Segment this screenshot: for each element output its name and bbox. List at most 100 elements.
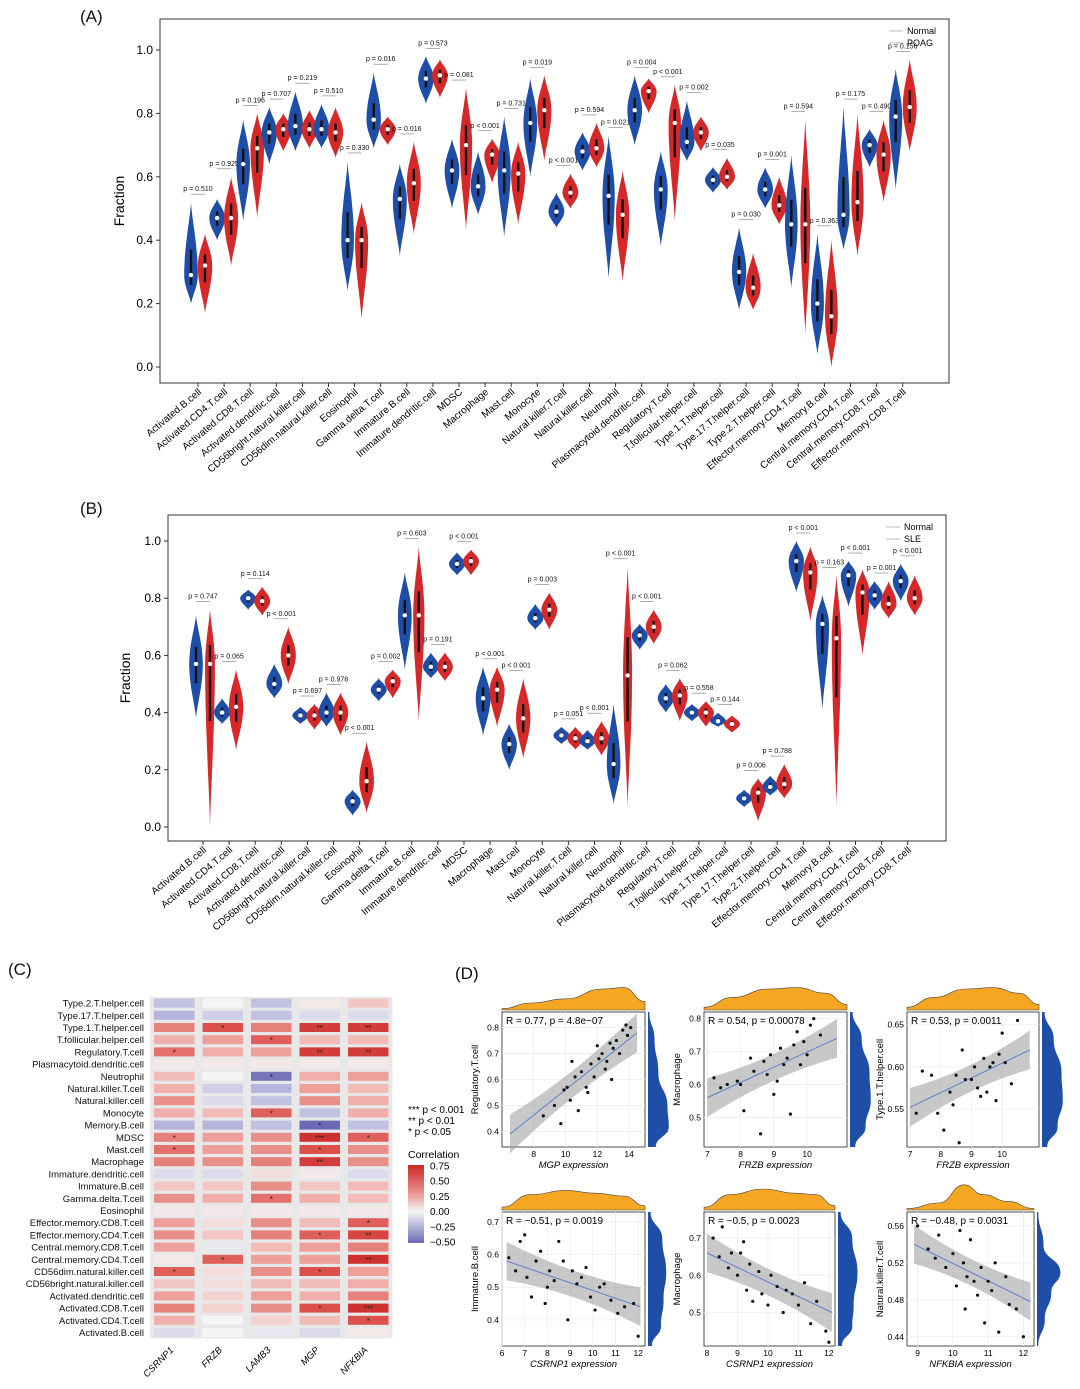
scatter-ylabel-5: Macrophage [672, 1253, 683, 1306]
right-density-2 [850, 1012, 871, 1147]
heatmap-cell [154, 1254, 195, 1264]
median-disease-15 [573, 736, 578, 741]
y-tick-label: 0.6 [689, 1079, 701, 1089]
scatter-point [752, 1069, 756, 1073]
median-normal-16 [585, 739, 590, 744]
median-disease-16 [594, 146, 599, 151]
median-normal-21 [715, 718, 721, 724]
panel-label-c: (C) [8, 960, 32, 979]
scatter-point [595, 1044, 599, 1048]
median-disease-23 [777, 203, 782, 208]
median-normal-14 [533, 616, 538, 621]
heatmap-cell [202, 1291, 243, 1301]
pvalue-label-23: p = 0.788 [763, 748, 792, 755]
scatter-point [963, 1077, 967, 1082]
median-disease-19 [677, 693, 682, 698]
heatmap-row-label-23: CD56dim.natural.killer.cell [34, 1267, 144, 1278]
x-tick-label: 8 [531, 1149, 536, 1159]
median-disease-14 [547, 607, 552, 612]
median-disease-5 [312, 713, 317, 718]
significance-star: * [367, 1134, 370, 1143]
scatter-stats-5: R = −0.5, p = 0.0023 [708, 1216, 800, 1227]
median-disease-18 [646, 89, 651, 94]
scatter-xlabel-5: CSRNP1 expression [726, 1359, 813, 1370]
median-disease-10 [437, 73, 443, 78]
scatter-point [983, 1321, 987, 1325]
scatter-point [562, 1088, 566, 1092]
scatter-ylabel-4: Immature.B.cell [470, 1246, 481, 1312]
significance-star: ** [317, 1024, 323, 1033]
box-normal-19 [659, 176, 662, 210]
heatmap-cell [299, 1254, 340, 1264]
heatmap-cell [299, 998, 340, 1008]
pvalue-label-13: p = 0.731 [497, 101, 526, 108]
scatter-point [570, 1059, 574, 1063]
heatmap-cell [202, 1023, 243, 1032]
scatter-ylabel-3: Type.1.T.helper.cell [875, 1039, 886, 1120]
pvalue-label-8: p = 0.002 [371, 654, 400, 661]
heatmap-cell [202, 1120, 243, 1130]
scatter-point [534, 1259, 538, 1263]
median-normal-8 [376, 687, 381, 692]
median-disease-5 [307, 127, 312, 132]
heatmap-cell [251, 1315, 292, 1325]
scatter-point [809, 1322, 813, 1326]
heatmap-cell [154, 1193, 195, 1203]
pvalue-label-12: p < 0.001 [475, 651, 504, 658]
box-disease-14 [543, 98, 546, 128]
scatter-point [735, 1079, 739, 1083]
pvalue-label-9: p = 0.603 [397, 531, 426, 538]
heatmap-cell [154, 1108, 195, 1118]
scatter-point [979, 1094, 983, 1098]
pvalue-label-25: p = 0.163 [815, 559, 844, 566]
scatter-point [561, 1259, 565, 1263]
pvalue-label-1: p = 0.510 [183, 186, 212, 193]
median-disease-2 [233, 704, 239, 710]
median-disease-22 [750, 285, 756, 290]
median-normal-25 [815, 301, 820, 306]
median-normal-3 [241, 161, 246, 167]
significance-star: * [270, 1109, 273, 1118]
heatmap-cell [299, 1010, 340, 1020]
heatmap-cell [154, 998, 195, 1008]
heatmap-cell [154, 1132, 195, 1142]
box-normal-13 [503, 151, 506, 194]
median-normal-11 [454, 561, 460, 567]
scatter-point [785, 1056, 789, 1060]
median-normal-11 [449, 168, 455, 173]
scatter-point [584, 1265, 588, 1270]
scatter-point [636, 1334, 640, 1338]
x-tick-label: 10 [561, 1149, 571, 1159]
heatmap-row-label-19: Effector.memory.CD8.T.cell [30, 1218, 144, 1229]
scatter-point [548, 1269, 552, 1273]
scatter-point [990, 1288, 994, 1293]
y-tick-label: 0.44 [887, 1332, 904, 1342]
heatmap-row-label-28: Activated.B.cell [79, 1328, 144, 1339]
scatter-point [958, 1228, 962, 1233]
heatmap-cell [348, 1047, 389, 1057]
box-disease-9 [417, 591, 420, 653]
significance-star: * [173, 1134, 176, 1143]
scatter-point [632, 1301, 636, 1306]
box-disease-7 [360, 226, 363, 268]
scatter-point [593, 1308, 597, 1312]
pvalue-label-26: p < 0.001 [841, 545, 870, 552]
heatmap-cell [251, 1059, 292, 1069]
scatter-point [920, 1069, 924, 1073]
box-disease-3 [256, 136, 259, 173]
legend-disease: SLE [904, 534, 921, 544]
regression-line-3 [909, 1049, 1031, 1108]
pvalue-label-10: p = 0.191 [423, 637, 452, 644]
pvalue-label-25: p = 0.363 [810, 218, 839, 225]
colorbar-tick-label-4: 0.00 [430, 1207, 450, 1218]
scatter-point [824, 1329, 828, 1333]
y-tick-label: 0.8 [144, 591, 161, 605]
significance-star: ** [365, 1256, 371, 1265]
heatmap-cell [299, 1071, 340, 1081]
median-disease-20 [698, 130, 704, 135]
heatmap-cell [202, 1218, 243, 1228]
box-normal-17 [607, 174, 610, 225]
box-disease-17 [621, 199, 624, 239]
scatter-point [568, 1098, 572, 1102]
heatmap-cell [202, 1315, 243, 1325]
